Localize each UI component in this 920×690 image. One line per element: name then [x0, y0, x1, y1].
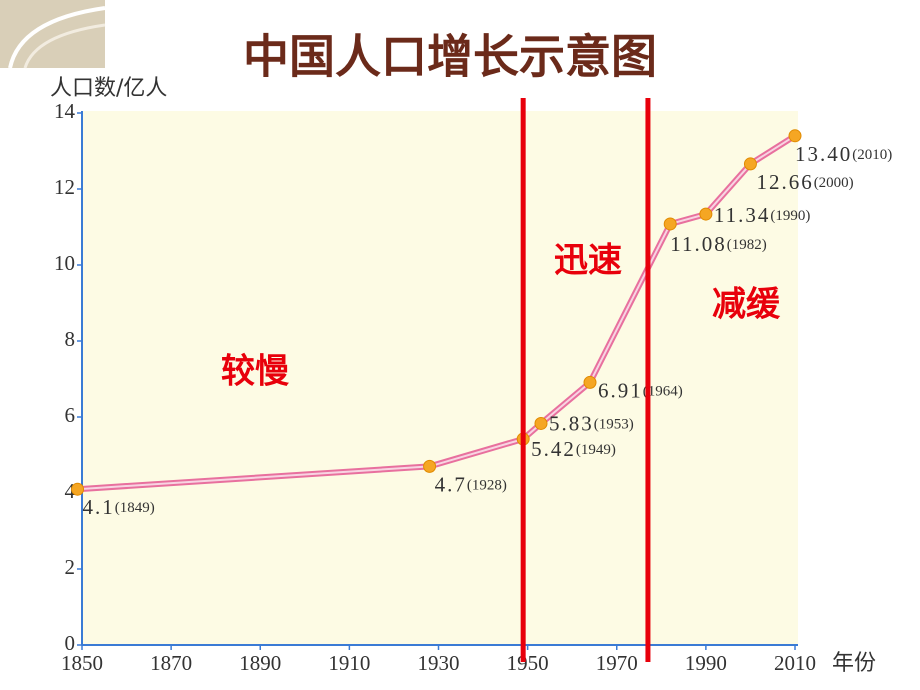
- value-label: 12.66: [756, 170, 813, 194]
- data-label: 4.7(1928): [435, 472, 507, 496]
- marker: [534, 416, 548, 430]
- x-tick-label: 2010: [774, 651, 816, 675]
- year-label: (1982): [727, 237, 767, 253]
- x-axis-label: 年份: [832, 651, 876, 676]
- year-label: (1849): [115, 501, 155, 517]
- y-tick-label: 2: [65, 555, 76, 579]
- year-label: (1953): [594, 417, 634, 433]
- plot-area: [82, 111, 798, 645]
- y-tick-label: 0: [65, 631, 76, 655]
- year-label: (1990): [770, 209, 810, 225]
- data-label: 5.83(1953): [549, 411, 634, 435]
- year-label: (1949): [576, 442, 616, 458]
- x-tick-label: 1850: [61, 651, 103, 675]
- marker: [663, 217, 677, 231]
- y-tick-label: 6: [65, 403, 76, 427]
- value-label: 5.83: [549, 411, 594, 435]
- y-tick-label: 10: [54, 251, 75, 275]
- y-tick-label: 14: [54, 99, 76, 123]
- marker: [699, 207, 713, 221]
- value-label: 4.1: [83, 495, 115, 519]
- y-tick-label: 12: [54, 175, 75, 199]
- value-label: 6.91: [598, 378, 643, 402]
- x-tick-label: 1930: [418, 651, 460, 675]
- data-label: 4.1(1849): [83, 495, 155, 519]
- x-tick-label: 1910: [328, 651, 370, 675]
- x-tick-label: 1990: [685, 651, 727, 675]
- marker: [583, 375, 597, 389]
- value-label: 11.34: [714, 203, 770, 227]
- chart-title: 中国人口增长示意图: [243, 30, 657, 84]
- annotation: 迅速: [554, 241, 622, 281]
- year-label: (2000): [814, 175, 854, 191]
- x-tick-label: 1970: [596, 651, 638, 675]
- data-label: 12.66(2000): [756, 170, 853, 194]
- annotation: 较慢: [221, 352, 290, 392]
- y-tick-label: 8: [65, 327, 76, 351]
- y-axis-label: 人口数/亿人: [50, 76, 167, 101]
- value-label: 5.42: [531, 437, 576, 461]
- data-label: 11.34(1990): [714, 203, 810, 227]
- year-label: (1928): [467, 478, 507, 494]
- value-label: 4.7: [435, 472, 467, 496]
- marker: [788, 129, 802, 143]
- x-tick-label: 1890: [239, 651, 281, 675]
- marker: [423, 459, 437, 473]
- data-label: 13.40(2010): [795, 142, 892, 166]
- year-label: (1964): [643, 384, 683, 400]
- x-tick-label: 1870: [150, 651, 192, 675]
- marker: [71, 482, 85, 496]
- annotation: 减缓: [712, 285, 781, 325]
- y-tick-label: 4: [65, 479, 76, 503]
- data-label: 6.91(1964): [598, 378, 683, 402]
- marker: [743, 157, 757, 171]
- data-label: 5.42(1949): [531, 437, 616, 461]
- value-label: 13.40: [795, 142, 852, 166]
- x-tick-label: 1950: [507, 651, 549, 675]
- data-label: 11.08(1982): [670, 232, 766, 256]
- year-label: (2010): [852, 147, 892, 163]
- corner-decoration: [0, 0, 106, 69]
- value-label: 11.08: [670, 232, 726, 256]
